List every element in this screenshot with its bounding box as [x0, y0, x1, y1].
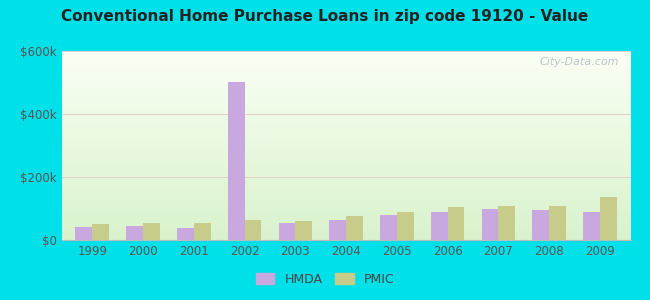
Bar — [279, 223, 295, 240]
Bar — [330, 220, 346, 240]
Bar — [143, 223, 160, 240]
Bar — [194, 223, 211, 240]
Bar — [600, 197, 617, 240]
Text: Conventional Home Purchase Loans in zip code 19120 - Value: Conventional Home Purchase Loans in zip … — [61, 9, 589, 24]
Bar — [482, 208, 499, 240]
Bar — [92, 224, 109, 240]
Bar — [75, 227, 92, 240]
Bar — [431, 212, 448, 240]
Bar — [244, 220, 261, 240]
Legend: HMDA, PMIC: HMDA, PMIC — [251, 268, 399, 291]
Bar — [177, 228, 194, 240]
Text: City-Data.com: City-Data.com — [540, 57, 619, 67]
Bar — [295, 221, 312, 240]
Bar — [583, 212, 600, 240]
Bar — [549, 206, 566, 240]
Bar — [397, 212, 413, 240]
Bar — [448, 207, 465, 240]
Bar — [227, 82, 244, 240]
Bar — [380, 215, 397, 240]
Bar — [499, 206, 515, 240]
Bar — [532, 210, 549, 240]
Bar — [346, 216, 363, 240]
Bar — [126, 226, 143, 240]
